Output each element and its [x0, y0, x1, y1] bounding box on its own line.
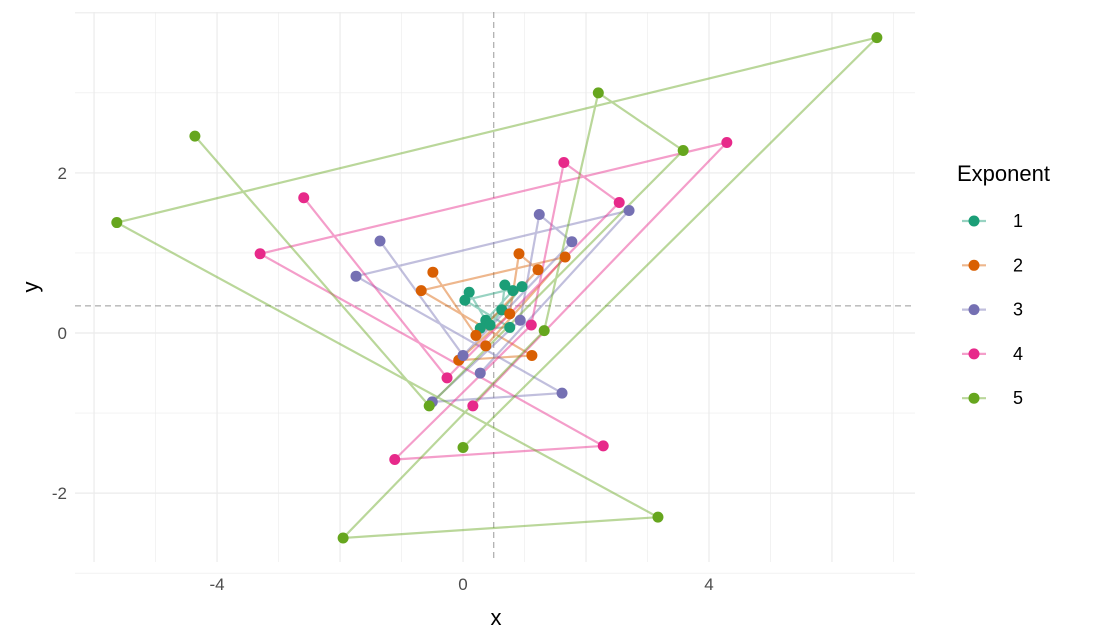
data-point-4 — [721, 136, 733, 148]
data-point-2 — [559, 251, 571, 263]
data-point-3 — [556, 387, 568, 399]
data-point-4 — [558, 157, 570, 169]
data-point-2 — [470, 329, 482, 341]
data-point-3 — [350, 270, 362, 282]
series-line-2 — [418, 251, 569, 362]
legend: Exponent 1 2 3 4 5 — [957, 161, 1050, 408]
data-point-4 — [254, 248, 266, 260]
legend-label: 1 — [1013, 211, 1023, 231]
series-lines — [113, 35, 881, 540]
data-point-5 — [592, 87, 604, 99]
legend-label: 4 — [1013, 344, 1023, 364]
data-point-5 — [189, 130, 201, 142]
x-tick-label: 0 — [458, 575, 467, 594]
data-point-4 — [597, 440, 609, 452]
data-point-2 — [532, 264, 544, 276]
series-points — [111, 32, 883, 544]
data-point-1 — [516, 281, 528, 293]
data-point-2 — [526, 349, 538, 361]
data-point-2 — [427, 266, 439, 278]
data-point-3 — [457, 349, 469, 361]
data-point-4 — [613, 197, 625, 209]
data-point-4 — [298, 192, 310, 204]
legend-label: 3 — [1013, 300, 1023, 320]
data-point-3 — [474, 367, 486, 379]
legend-key-point — [968, 348, 980, 360]
tick-labels: -4 0 4 -2 0 2 — [52, 164, 714, 594]
data-point-4 — [467, 400, 479, 412]
data-point-3 — [623, 205, 635, 217]
data-point-2 — [480, 340, 492, 352]
x-tick-label: -4 — [209, 575, 224, 594]
data-point-5 — [538, 325, 550, 337]
x-axis-label: x — [491, 605, 502, 630]
data-point-3 — [566, 236, 578, 248]
data-point-1 — [484, 319, 496, 331]
series-line-3 — [353, 208, 633, 404]
legend-title: Exponent — [957, 161, 1050, 186]
data-point-1 — [504, 321, 516, 333]
legend-key-point — [968, 215, 980, 227]
data-point-5 — [423, 400, 435, 412]
legend-label: 2 — [1013, 255, 1023, 275]
data-point-5 — [871, 32, 883, 44]
data-point-4 — [525, 319, 537, 331]
series-line-5 — [113, 35, 881, 540]
data-point-5 — [111, 217, 123, 229]
data-point-4 — [389, 454, 401, 466]
y-axis-label: y — [18, 282, 43, 293]
reference-lines — [75, 12, 915, 562]
grid — [75, 12, 915, 574]
data-point-4 — [441, 372, 453, 384]
legend-key-point — [968, 392, 980, 404]
data-point-1 — [499, 279, 511, 291]
data-point-2 — [504, 308, 516, 320]
legend-key-point — [968, 304, 980, 316]
data-point-2 — [513, 248, 525, 260]
data-point-3 — [533, 209, 545, 221]
y-tick-label: -2 — [52, 484, 67, 503]
data-point-5 — [652, 511, 664, 523]
data-point-3 — [514, 314, 526, 326]
data-point-1 — [507, 285, 519, 297]
legend-label: 5 — [1013, 388, 1023, 408]
data-point-1 — [459, 294, 471, 306]
x-tick-label: 4 — [704, 575, 713, 594]
y-tick-label: 0 — [58, 324, 67, 343]
y-tick-label: 2 — [58, 164, 67, 183]
legend-key-point — [968, 259, 980, 271]
series-line-4 — [257, 140, 731, 461]
data-point-5 — [337, 532, 349, 544]
data-point-5 — [457, 442, 469, 454]
data-point-3 — [374, 235, 386, 247]
data-point-2 — [415, 285, 427, 297]
data-point-5 — [677, 145, 689, 157]
